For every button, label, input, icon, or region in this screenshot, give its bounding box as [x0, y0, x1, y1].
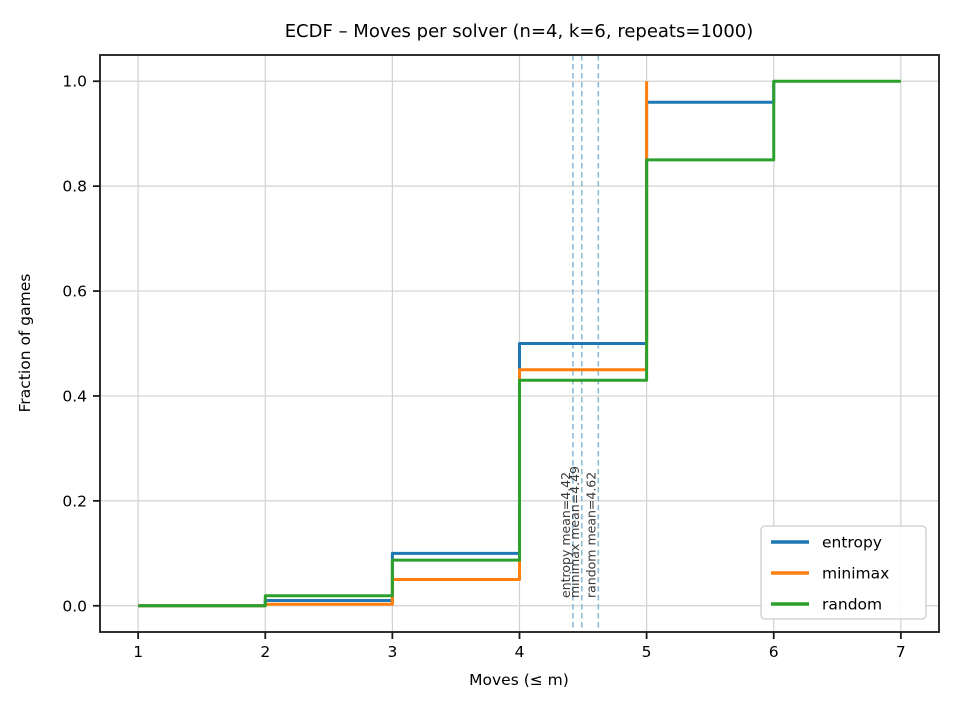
x-tick-label: 5: [642, 643, 652, 661]
legend-label-random: random: [822, 596, 882, 614]
y-tick-label: 0.4: [62, 387, 87, 405]
legend-label-entropy: entropy: [822, 534, 882, 552]
mean-line-label: entropy mean=4.42: [558, 472, 573, 598]
legend-label-minimax: minimax: [822, 565, 889, 583]
x-axis-label: Moves (≤ m): [469, 671, 569, 689]
y-tick-label: 0.8: [62, 178, 87, 196]
x-tick-label: 6: [769, 643, 779, 661]
mean-line-label: minimax mean=4.49: [567, 466, 582, 598]
series-layer: [138, 79, 901, 608]
series-line-random: [138, 79, 901, 608]
y-tick-label: 1.0: [62, 73, 87, 91]
y-axis-label: Fraction of games: [16, 274, 34, 413]
mean-line-label: random mean=4.62: [583, 472, 598, 598]
y-tick-label: 0.6: [62, 283, 87, 301]
x-tick-label: 1: [133, 643, 143, 661]
x-tick-label: 4: [515, 643, 525, 661]
x-tick-label: 7: [896, 643, 906, 661]
chart-title: ECDF – Moves per solver (n=4, k=6, repea…: [285, 21, 754, 42]
axes-layer: 1 2 3 4 5 6 7 0.0 0.2 0.4 0.6 0.8 1.0: [62, 54, 940, 661]
legend-layer: entropy minimax random: [760, 525, 927, 620]
y-tick-label: 0.2: [62, 492, 87, 510]
y-tick-label: 0.0: [62, 597, 87, 615]
legend-box: [760, 525, 927, 620]
x-tick-label: 3: [387, 643, 397, 661]
x-tick-label: 2: [260, 643, 270, 661]
